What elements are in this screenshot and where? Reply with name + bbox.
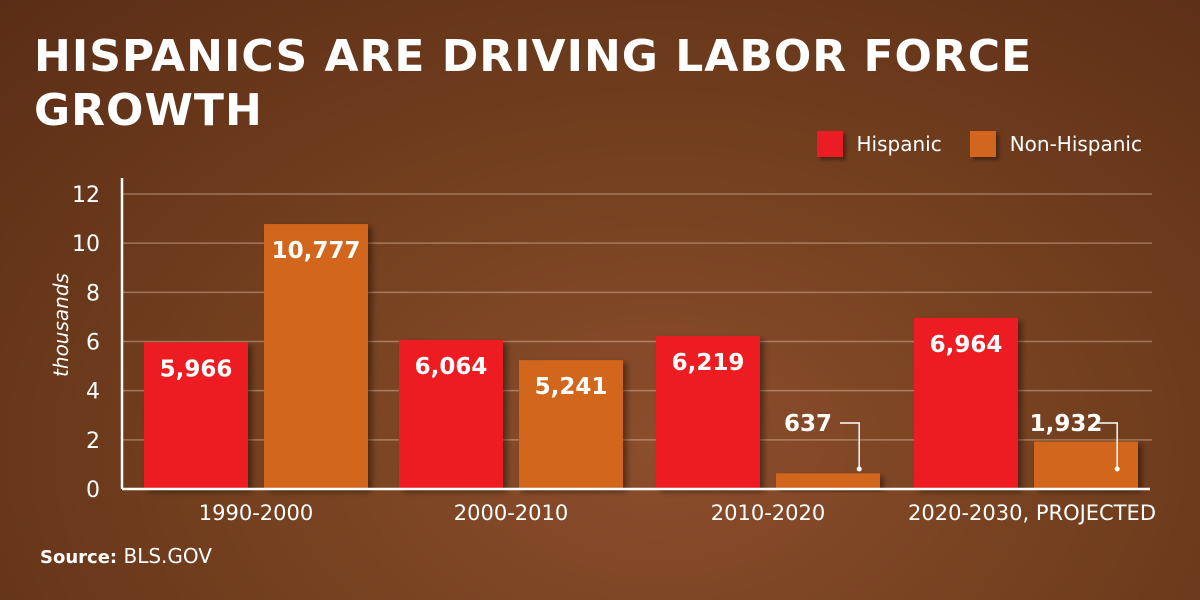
data-label: 6,219: [672, 350, 745, 376]
data-label: 5,966: [160, 356, 233, 382]
y-tick-label: 6: [86, 331, 100, 356]
bar-hispanic: [144, 342, 248, 489]
data-label: 6,964: [930, 332, 1003, 358]
data-label: 6,064: [415, 354, 488, 380]
data-label: 637: [784, 411, 832, 437]
y-axis-label: thousands: [49, 273, 73, 377]
data-label: 1,932: [1030, 411, 1103, 437]
leader-line: [840, 422, 860, 469]
bar-non-hispanic: [1034, 441, 1138, 489]
legend-item-non-hispanic: Non-Hispanic: [969, 131, 1142, 157]
data-label: 10,777: [272, 238, 361, 264]
source-value: BLS.GOV: [123, 544, 212, 568]
data-label: 5,241: [535, 374, 608, 400]
bar-non-hispanic: [519, 360, 623, 489]
y-tick-label: 10: [72, 232, 100, 257]
x-tick-label: 2020-2030, PROJECTED: [908, 501, 1156, 525]
legend-item-hispanic: Hispanic: [816, 131, 942, 157]
y-tick-label: 2: [86, 429, 100, 454]
bar-non-hispanic: [776, 473, 880, 489]
source-note: Source: BLS.GOV: [40, 544, 212, 568]
source-label: Source:: [40, 547, 118, 568]
y-tick-label: 8: [86, 281, 100, 306]
bar-hispanic: [399, 339, 503, 489]
bar-hispanic: [656, 336, 760, 489]
x-tick-label: 2010-2020: [711, 501, 825, 525]
leader-line: [1098, 422, 1118, 469]
legend-label-hispanic: Hispanic: [856, 132, 942, 156]
chart-title: HISPANICS ARE DRIVING LABOR FORCE GROWTH: [34, 31, 1033, 136]
leader-dot: [856, 466, 862, 472]
legend-swatch-hispanic: [816, 131, 843, 157]
bar-hispanic: [914, 317, 1018, 489]
y-tick-label: 12: [72, 183, 100, 208]
y-tick-label: 4: [86, 380, 100, 405]
legend: Hispanic Non-Hispanic: [816, 131, 1142, 157]
leader-dot: [1114, 466, 1120, 472]
x-tick-label: 1990-2000: [199, 501, 313, 525]
legend-label-non-hispanic: Non-Hispanic: [1009, 132, 1142, 156]
y-tick-label: 0: [86, 478, 100, 503]
legend-swatch-non-hispanic: [969, 131, 996, 157]
bar-non-hispanic: [264, 224, 368, 489]
x-tick-label: 2000-2010: [454, 501, 568, 525]
